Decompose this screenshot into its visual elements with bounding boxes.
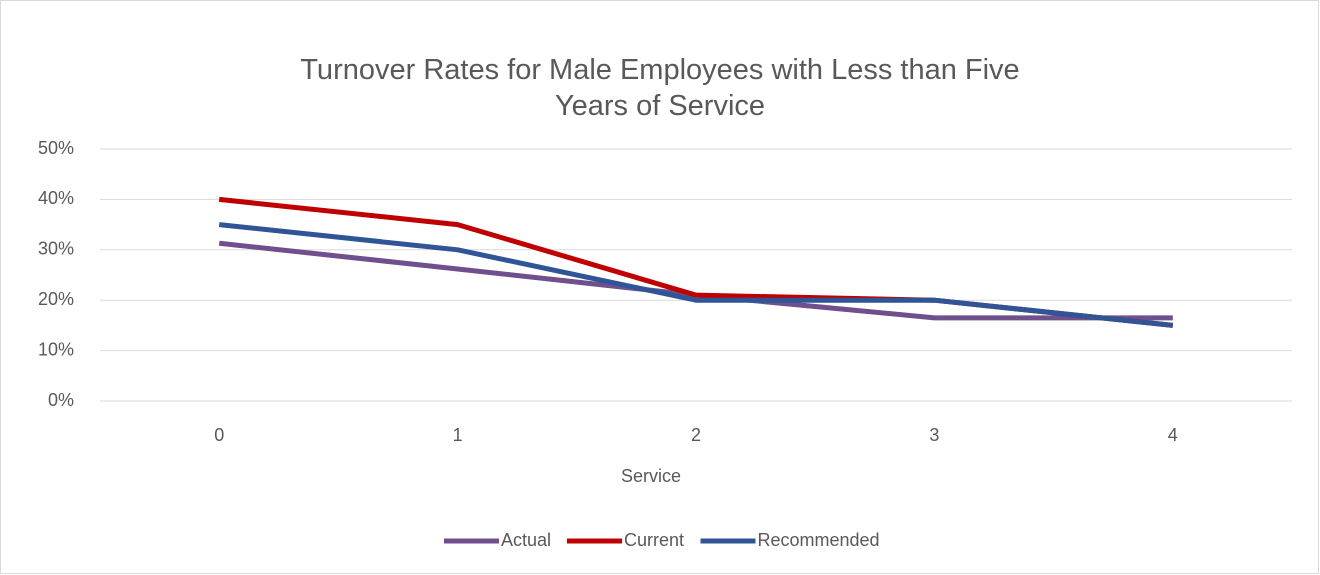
legend-label: Recommended [758, 530, 880, 550]
y-tick-label: 30% [38, 239, 74, 259]
x-tick-label: 4 [1168, 425, 1178, 445]
x-tick-label: 1 [453, 425, 463, 445]
y-tick-label: 50% [38, 138, 74, 158]
y-tick-label: 40% [38, 188, 74, 208]
series-line [218, 222, 1174, 328]
legend-label: Current [624, 530, 684, 550]
chart-title: Turnover Rates for Male Employees with L… [300, 54, 1020, 122]
legend-label: Actual [501, 530, 551, 550]
x-tick-label: 3 [929, 425, 939, 445]
x-tick-label: 0 [214, 425, 224, 445]
x-tick-label: 2 [691, 425, 701, 445]
y-tick-label: 0% [48, 390, 74, 410]
x-axis-label: Service [621, 466, 681, 486]
y-tick-label: 20% [38, 289, 74, 309]
y-tick-label: 10% [38, 339, 74, 359]
